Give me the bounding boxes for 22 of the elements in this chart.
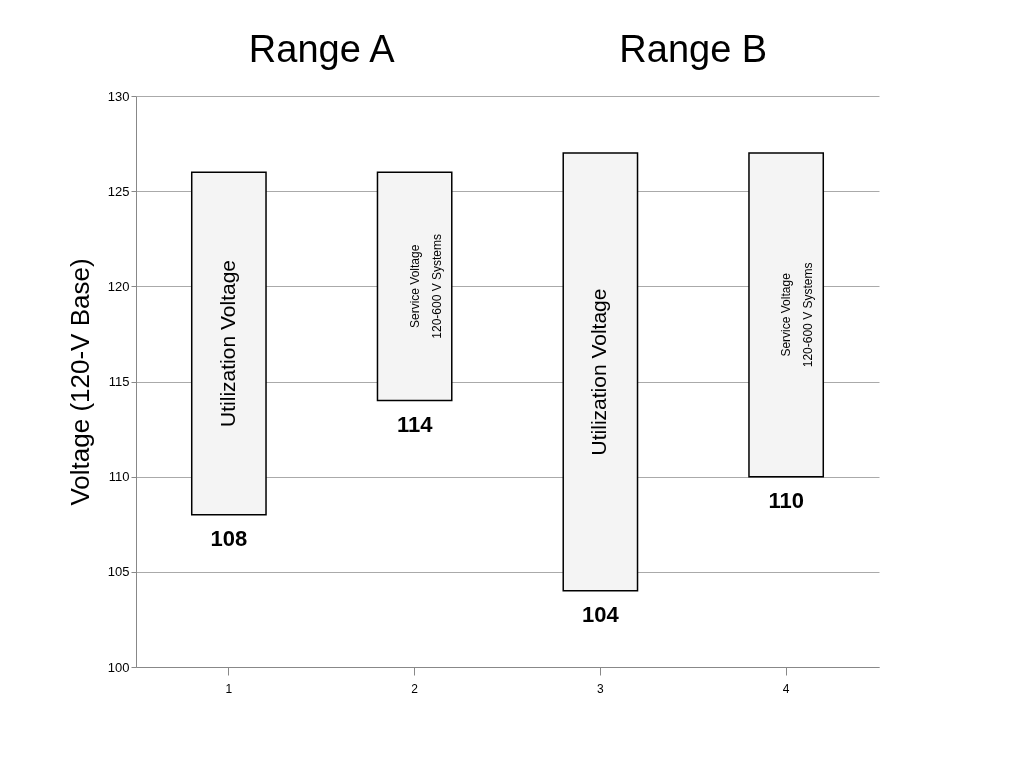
y-tick-label: 105 bbox=[107, 564, 130, 580]
x-tick-label: 4 bbox=[782, 681, 790, 696]
y-axis-title: Voltage (120-V Base) bbox=[64, 258, 95, 506]
y-tick-label: 100 bbox=[107, 659, 130, 675]
x-tick-label: 1 bbox=[225, 681, 233, 696]
text: Range B bbox=[619, 28, 768, 70]
text: Range A bbox=[248, 28, 396, 70]
x-tick-label: 3 bbox=[597, 681, 605, 696]
annotation: 110 bbox=[768, 487, 804, 513]
y-tick-label: 110 bbox=[108, 469, 130, 485]
y-tick-label: 120 bbox=[107, 278, 130, 294]
annotation: 114 bbox=[396, 411, 434, 437]
x-tick-label: 2 bbox=[411, 681, 419, 696]
annotation: Service Voltage 120-600 V Systems bbox=[779, 262, 816, 368]
annotation: Service Voltage 120-600 V Systems bbox=[407, 233, 444, 339]
annotation: 108 bbox=[210, 525, 248, 551]
annotation: Utilization Voltage bbox=[587, 288, 611, 456]
annotation: Utilization Voltage bbox=[215, 259, 239, 427]
y-tick-label: 115 bbox=[108, 374, 130, 389]
y-tick-label: 130 bbox=[107, 88, 130, 104]
y-tick-label: 125 bbox=[107, 183, 130, 199]
annotation: 104 bbox=[582, 601, 620, 627]
